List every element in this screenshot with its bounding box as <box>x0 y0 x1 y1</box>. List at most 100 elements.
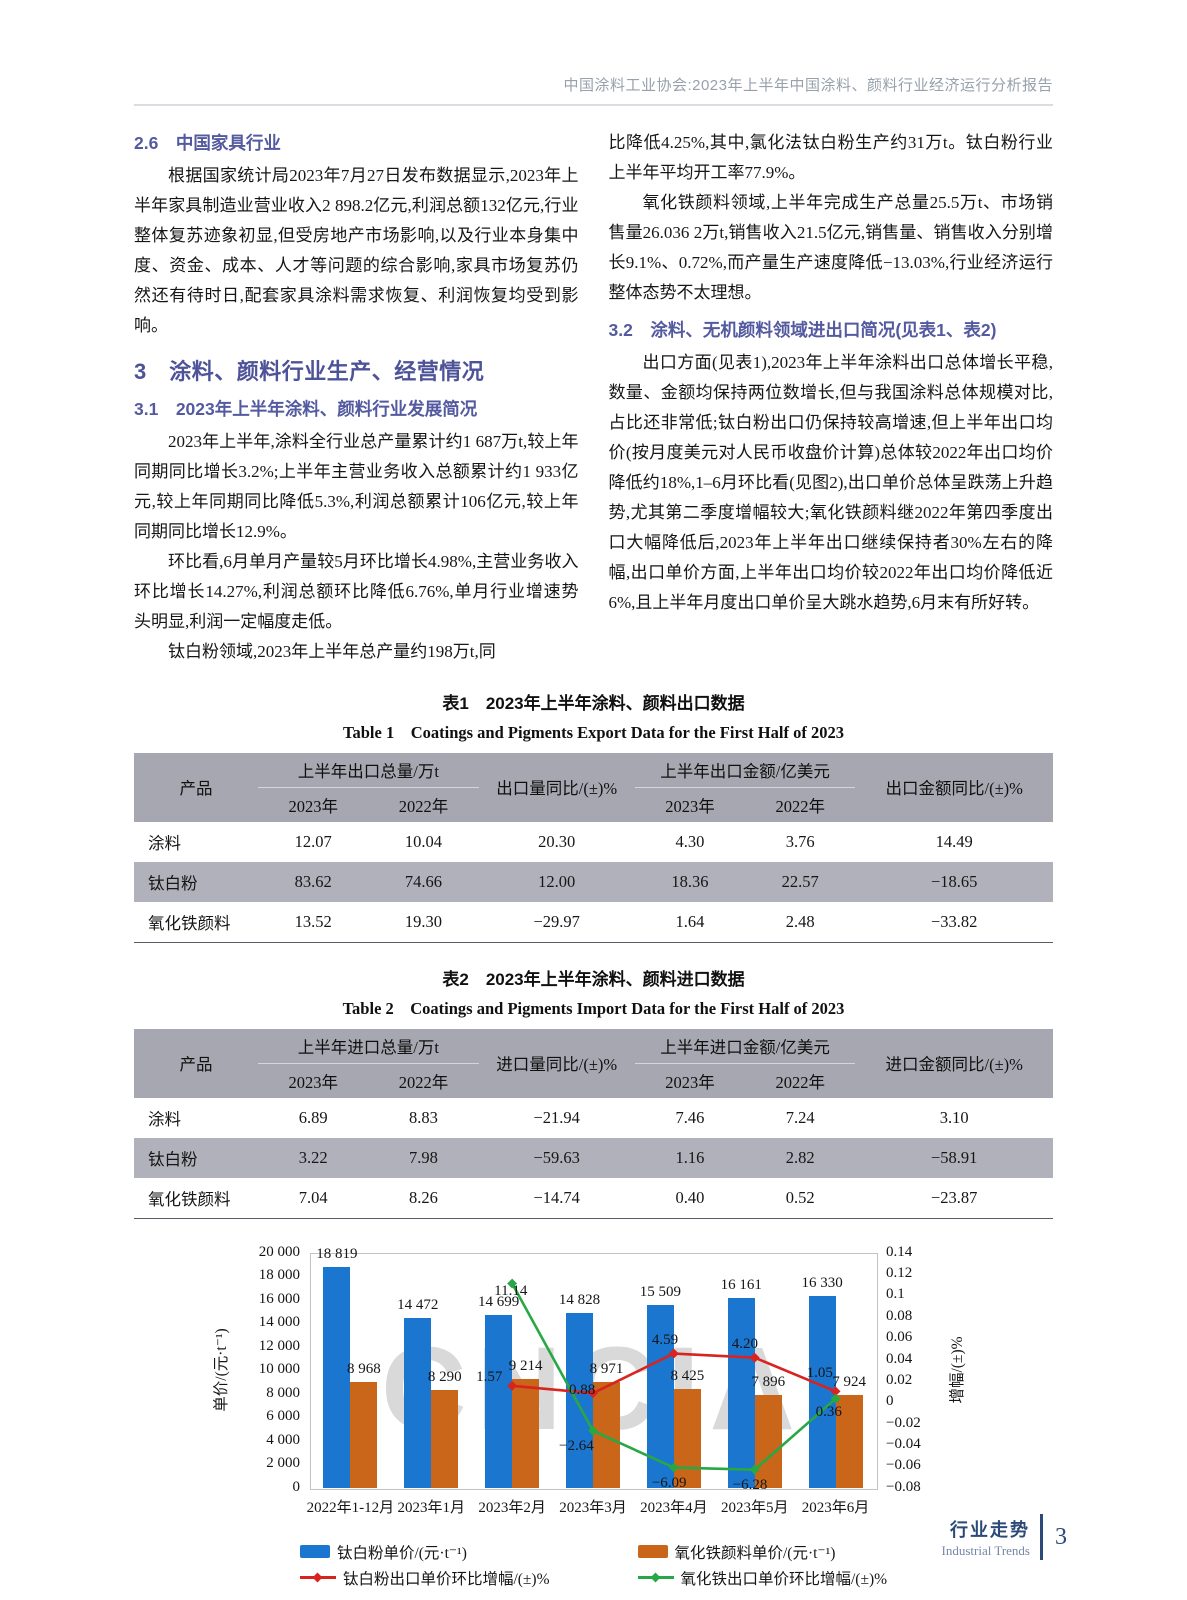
value-cell: 8.26 <box>409 1187 438 1207</box>
ironoxide-price-bar <box>431 1390 459 1488</box>
y-axis-tick: 10 000 <box>258 1361 300 1378</box>
table-1-title-en: Table 1 Coatings and Pigments Export Dat… <box>343 722 844 742</box>
product-cell: 氧化铁颜料 <box>148 1189 231 1209</box>
line-value-label: 1.05 <box>806 1365 833 1382</box>
legend-tio2-growth: 钛白粉出口单价环比增幅/(±)% <box>299 1567 550 1589</box>
legend-bar-swatch <box>637 1545 668 1559</box>
right-column: 比降低4.25%,其中,氯化法钛白粉生产约31万t。钛白粉行业上半年平均开工率7… <box>609 128 1054 667</box>
bar-value-label: 16 330 <box>801 1274 843 1291</box>
table-2-title-cn: 表2 2023年上半年涂料、颜料进口数据 <box>442 969 745 989</box>
y2-axis-tick: −0.02 <box>886 1414 921 1431</box>
value-cell: −23.87 <box>930 1187 978 1207</box>
line-value-label: −2.64 <box>559 1438 594 1455</box>
line-series-layer <box>507 1278 841 1475</box>
footer-section-name: 行业走势 Industrial Trends <box>942 1516 1030 1559</box>
value-cell: 12.00 <box>538 871 576 891</box>
col-year-2023: 2023年 <box>634 787 746 822</box>
value-cell: 1.16 <box>675 1147 705 1167</box>
table-row: 涂料 6.89 8.83 −21.94 7.46 7.24 3.10 <box>134 1098 1053 1138</box>
y-axis-tick: 20 000 <box>258 1243 300 1260</box>
legend-ironoxide-price: 氧化铁颜料单价/(元·t⁻¹) <box>637 1541 888 1563</box>
footer-en: Industrial Trends <box>941 1542 1030 1558</box>
value-cell: −59.63 <box>533 1147 580 1167</box>
value-cell: 18.36 <box>671 871 709 891</box>
bar-value-label: 14 828 <box>558 1292 601 1309</box>
y2-axis-tick: 0.08 <box>886 1307 913 1324</box>
header-rule <box>134 104 1053 106</box>
col-yoy-qty: 进口量同比/(±)% <box>478 1028 635 1098</box>
legend-line-swatch <box>299 1571 336 1584</box>
col-year-2022: 2022年 <box>745 1063 856 1098</box>
heading-2-6: 2.6 中国家具行业 <box>134 133 281 153</box>
value-cell: 19.30 <box>404 911 443 931</box>
x-axis-label: 2023年5月 <box>720 1499 789 1516</box>
col-year-2023: 2023年 <box>258 787 369 822</box>
paragraph-tio2-cont: 比降低4.25%,其中,氯化法钛白粉生产约31万t。钛白粉行业上半年平均开工率7… <box>608 133 1054 182</box>
value-cell: 1.64 <box>675 911 705 931</box>
value-cell: −21.94 <box>533 1107 580 1127</box>
col-product: 产品 <box>134 1028 259 1098</box>
legend-bar-swatch <box>299 1545 330 1559</box>
value-cell: −29.97 <box>533 911 580 931</box>
value-cell: 7.24 <box>785 1107 815 1127</box>
value-cell: 20.30 <box>538 831 576 851</box>
ironoxide-price-bar <box>754 1394 782 1488</box>
table-1-title-cn: 表1 2023年上半年涂料、颜料出口数据 <box>442 693 745 713</box>
value-cell: 4.30 <box>675 831 705 851</box>
legend-label: 钛白粉出口单价环比增幅/(±)% <box>342 1570 550 1588</box>
page-number: 3 <box>1055 1523 1067 1550</box>
legend-line-swatch <box>637 1571 674 1584</box>
running-header: 中国涂料工业协会:2023年上半年中国涂料、颜料行业经济运行分析报告 <box>563 77 1053 94</box>
value-cell: −33.82 <box>930 911 978 931</box>
value-cell: 14.49 <box>935 831 973 851</box>
heading-3: 3 涂料、颜料行业生产、经营情况 <box>134 359 485 385</box>
import-data-table: 产品 上半年进口总量/万t 进口量同比/(±)% 上半年进口金额/亿美元 进口金… <box>134 1028 1053 1219</box>
y-axis-tick: 0 <box>292 1478 301 1495</box>
heading-3-1: 3.1 2023年上半年涂料、颜料行业发展简况 <box>134 399 478 420</box>
value-cell: 8.83 <box>409 1107 438 1127</box>
value-cell: 10.04 <box>404 831 443 851</box>
value-cell: 22.57 <box>781 871 819 891</box>
line-value-label: 4.59 <box>651 1332 679 1349</box>
col-year-2022: 2022年 <box>368 787 479 822</box>
value-cell: 2.48 <box>785 911 815 931</box>
tio2-price-bar <box>485 1314 513 1488</box>
table-row: 涂料 12.07 10.04 20.30 4.30 3.76 14.49 <box>134 822 1053 862</box>
y2-axis-tick: 0.14 <box>886 1243 913 1260</box>
col-year-2022: 2022年 <box>745 787 856 822</box>
value-cell: −18.65 <box>930 871 978 891</box>
paragraph-furniture: 根据国家统计局2023年7月27日发布数据显示,2023年上半年家具制造业营业收… <box>134 166 579 335</box>
table-2-title-en: Table 2 Coatings and Pigments Import Dat… <box>342 998 845 1018</box>
line-value-label: −6.09 <box>651 1475 687 1492</box>
page-footer: 行业走势 Industrial Trends 3 <box>942 1514 1067 1560</box>
bar-value-label: 7 896 <box>751 1373 786 1390</box>
col-group-amt: 上半年出口金额/亿美元 <box>634 752 856 788</box>
legend-label: 氧化铁颜料单价/(元·t⁻¹) <box>674 1544 836 1562</box>
col-group-qty: 上半年进口总量/万t <box>258 1028 479 1064</box>
y-axis-tick: 14 000 <box>258 1314 300 1331</box>
table-2-block: 表2 2023年上半年涂料、颜料进口数据 Table 2 Coatings an… <box>134 965 1053 1219</box>
tio2-price-bar <box>808 1295 836 1488</box>
value-cell: 0.40 <box>675 1187 705 1207</box>
value-cell: 13.52 <box>294 911 332 931</box>
x-axis-label: 2023年6月 <box>801 1499 870 1516</box>
y2-axis-tick: 0.06 <box>886 1329 913 1346</box>
y2-axis-tick: 0.04 <box>886 1350 913 1367</box>
product-cell: 钛白粉 <box>148 1149 198 1169</box>
value-cell: 83.62 <box>294 871 332 891</box>
value-cell: 3.76 <box>785 831 815 851</box>
x-axis-label: 2022年1-12月 <box>306 1499 395 1516</box>
legend-label: 钛白粉单价/(元·t⁻¹) <box>336 1544 467 1562</box>
line-value-label: 4.20 <box>731 1336 758 1353</box>
paragraph-output: 2023年上半年,涂料全行业总产量累计约1 687万t,较上年同期同比增长3.2… <box>134 432 579 542</box>
bar-value-label: 14 472 <box>397 1296 439 1313</box>
paragraph-tio2-start: 钛白粉领域,2023年上半年总产量约198万t,同 <box>168 641 496 661</box>
col-yoy-qty: 出口量同比/(±)% <box>478 752 635 822</box>
legend-tio2-price: 钛白粉单价/(元·t⁻¹) <box>299 1541 550 1563</box>
paragraph-ironoxide: 氧化铁颜料领域,上半年完成生产总量25.5万t、市场销售量26.036 2万t,… <box>608 192 1054 302</box>
paragraph-export: 出口方面(见表1),2023年上半年涂料出口总体增长平稳,数量、金额均保持两位数… <box>608 353 1054 612</box>
value-cell: 3.10 <box>939 1107 969 1127</box>
y-axis-tick: 16 000 <box>258 1290 300 1307</box>
